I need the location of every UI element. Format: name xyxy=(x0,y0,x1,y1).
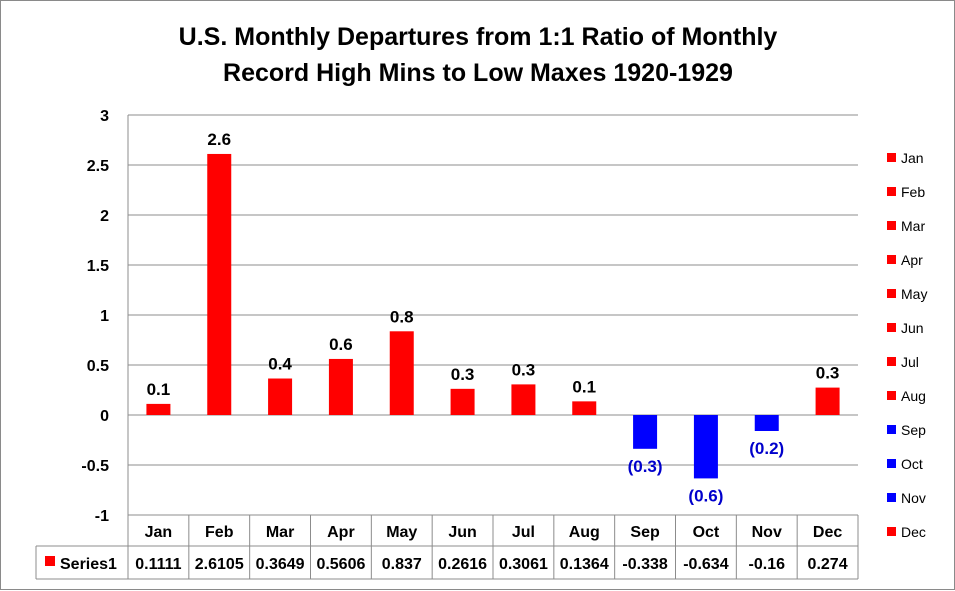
table-value-jun: 0.2616 xyxy=(438,556,487,573)
legend-swatch-aug xyxy=(887,391,896,400)
y-tick-label: 1 xyxy=(100,308,109,325)
data-label-aug: 0.1 xyxy=(572,377,596,396)
bar-jan xyxy=(146,403,171,415)
legend-entry-may: May xyxy=(901,286,927,302)
legend-entry-feb: Feb xyxy=(901,184,925,200)
chart-title-line-2: Record High Mins to Low Maxes 1920-1929 xyxy=(223,59,733,87)
legend-entry-nov: Nov xyxy=(901,490,926,506)
y-tick-label: -1 xyxy=(95,508,109,525)
data-label-jan: 0.1 xyxy=(147,380,171,399)
table-value-mar: 0.3649 xyxy=(256,556,305,573)
y-tick-label: 0.5 xyxy=(87,358,109,375)
data-table: Jan 0.1111 Feb 2.6105 Mar 0.3649 Apr 0.5606 May 0… xyxy=(35,514,859,580)
y-tick-label: 3 xyxy=(100,108,109,125)
x-category-label-apr: Apr xyxy=(327,524,355,541)
legend-entry-oct: Oct xyxy=(901,456,923,472)
x-category-label-sep: Sep xyxy=(630,524,660,541)
data-label-dec: 0.3 xyxy=(816,364,840,383)
bar-feb xyxy=(207,153,232,415)
table-value-jan: 0.1111 xyxy=(135,556,181,573)
x-category-label-jan: Jan xyxy=(145,524,173,541)
table-value-oct: -0.634 xyxy=(683,556,728,573)
chart-title-line-1: U.S. Monthly Departures from 1:1 Ratio o… xyxy=(179,23,778,51)
data-label-jul: 0.3 xyxy=(512,360,536,379)
legend-swatch-may xyxy=(887,289,896,298)
legend-swatch-feb xyxy=(887,187,896,196)
x-category-label-jun: Jun xyxy=(448,524,476,541)
bar-aug xyxy=(572,401,597,415)
data-label-apr: 0.6 xyxy=(329,335,353,354)
series-name-label: Series1 xyxy=(60,556,117,573)
legend-entry-aug: Aug xyxy=(901,388,926,404)
x-category-label-may: May xyxy=(386,524,417,541)
data-label-may: 0.8 xyxy=(390,307,414,326)
legend-swatch-apr xyxy=(887,255,896,264)
legend: Jan Feb Mar Apr May Jun Jul Aug Sep Oct Nov Dec xyxy=(887,150,927,540)
table-value-apr: 0.5606 xyxy=(316,556,365,573)
x-category-label-jul: Jul xyxy=(512,524,535,541)
bars xyxy=(146,153,840,479)
legend-swatch-jan xyxy=(887,153,896,162)
data-label-mar: 0.4 xyxy=(268,355,292,374)
legend-entry-jul: Jul xyxy=(901,354,919,370)
bar-mar xyxy=(268,378,293,415)
legend-entry-jun: Jun xyxy=(901,320,924,336)
table-value-feb: 2.6105 xyxy=(195,556,244,573)
legend-swatch-sep xyxy=(887,425,896,434)
legend-swatch-oct xyxy=(887,459,896,468)
y-tick-label: 0 xyxy=(100,408,109,425)
legend-entry-sep: Sep xyxy=(901,422,926,438)
legend-swatch-mar xyxy=(887,221,896,230)
table-value-dec: 0.274 xyxy=(808,556,848,573)
bar-oct xyxy=(693,415,718,479)
data-labels: 0.1 2.6 0.4 0.6 0.8 0.3 0.3 0.1 (0.3) (0.6) (0.2) 0… xyxy=(147,130,840,505)
data-label-jun: 0.3 xyxy=(451,365,475,384)
bar-sep xyxy=(633,415,658,449)
x-category-label-nov: Nov xyxy=(752,524,782,541)
data-label-oct: (0.6) xyxy=(688,486,723,505)
bar-dec xyxy=(815,387,840,415)
x-category-label-dec: Dec xyxy=(813,524,842,541)
x-category-label-feb: Feb xyxy=(205,524,234,541)
x-category-label-oct: Oct xyxy=(693,524,720,541)
bar-may xyxy=(389,331,414,415)
legend-swatch-dec xyxy=(887,527,896,536)
table-value-sep: -0.338 xyxy=(622,556,667,573)
x-category-label-aug: Aug xyxy=(569,524,600,541)
bar-apr xyxy=(328,358,353,415)
legend-entry-jan: Jan xyxy=(901,150,924,166)
y-tick-label: 2 xyxy=(100,208,109,225)
legend-swatch-nov xyxy=(887,493,896,502)
y-tick-label: 2.5 xyxy=(87,158,109,175)
data-label-nov: (0.2) xyxy=(749,439,784,458)
series-key-swatch xyxy=(45,556,55,566)
x-category-label-mar: Mar xyxy=(266,524,294,541)
data-label-sep: (0.3) xyxy=(628,457,663,476)
legend-entry-apr: Apr xyxy=(901,252,923,268)
legend-entry-mar: Mar xyxy=(901,218,925,234)
table-value-aug: 0.1364 xyxy=(560,556,609,573)
y-axis: 3 2.5 2 1.5 1 0.5 0 -0.5 -1 xyxy=(81,108,109,525)
table-value-nov: -0.16 xyxy=(749,556,786,573)
table-value-may: 0.837 xyxy=(382,556,422,573)
bar-jul xyxy=(511,384,536,415)
bar-jun xyxy=(450,388,475,415)
y-tick-label: 1.5 xyxy=(87,258,109,275)
bar-nov xyxy=(754,415,779,431)
data-label-feb: 2.6 xyxy=(207,130,231,149)
legend-swatch-jul xyxy=(887,357,896,366)
legend-entry-dec: Dec xyxy=(901,524,926,540)
y-tick-label: -0.5 xyxy=(81,458,109,475)
table-value-jul: 0.3061 xyxy=(499,556,548,573)
legend-swatch-jun xyxy=(887,323,896,332)
